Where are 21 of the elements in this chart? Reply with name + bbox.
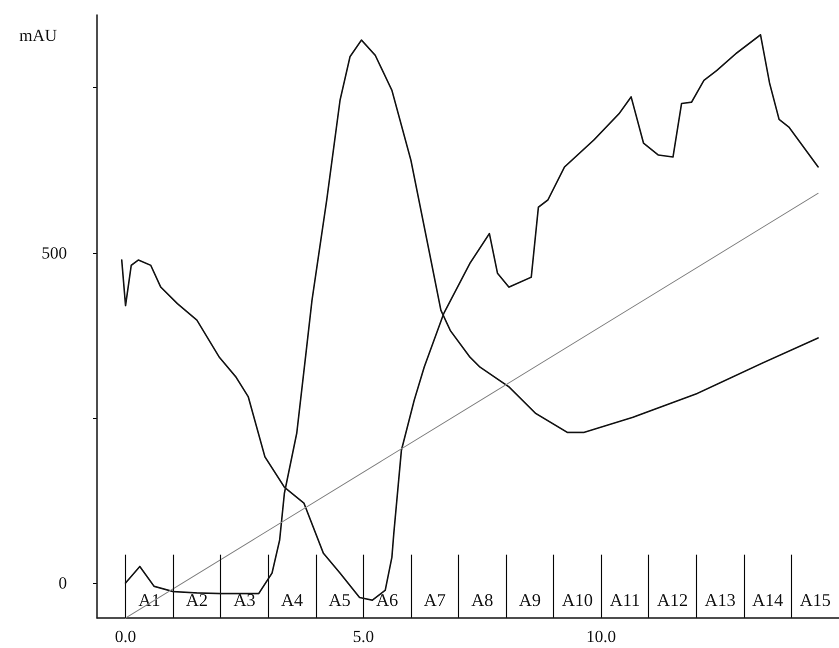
annotation: A5: [328, 590, 351, 610]
annotation: A1: [138, 590, 160, 610]
x-tick-label: 5.0: [352, 627, 374, 646]
annotation: A12: [657, 590, 688, 610]
annotation: A15: [800, 590, 831, 610]
annotation: A13: [704, 590, 736, 610]
annotation: A4: [281, 590, 304, 610]
y-tick-label: 0: [58, 573, 67, 592]
annotation: A10: [562, 590, 593, 610]
annotation: A7: [424, 590, 446, 610]
annotation: A8: [471, 590, 494, 610]
annotation: A11: [610, 590, 640, 610]
y-tick-label: 500: [42, 243, 67, 262]
x-tick-label: 0.0: [114, 627, 136, 646]
annotation: A14: [752, 590, 784, 610]
x-tick-label: 10.0: [586, 627, 616, 646]
annotation: A3: [233, 590, 256, 610]
y-axis-title: mAU: [19, 26, 57, 45]
annotation: A9: [518, 590, 541, 610]
annotation: A6: [376, 590, 398, 610]
annotation: A2: [186, 590, 208, 610]
